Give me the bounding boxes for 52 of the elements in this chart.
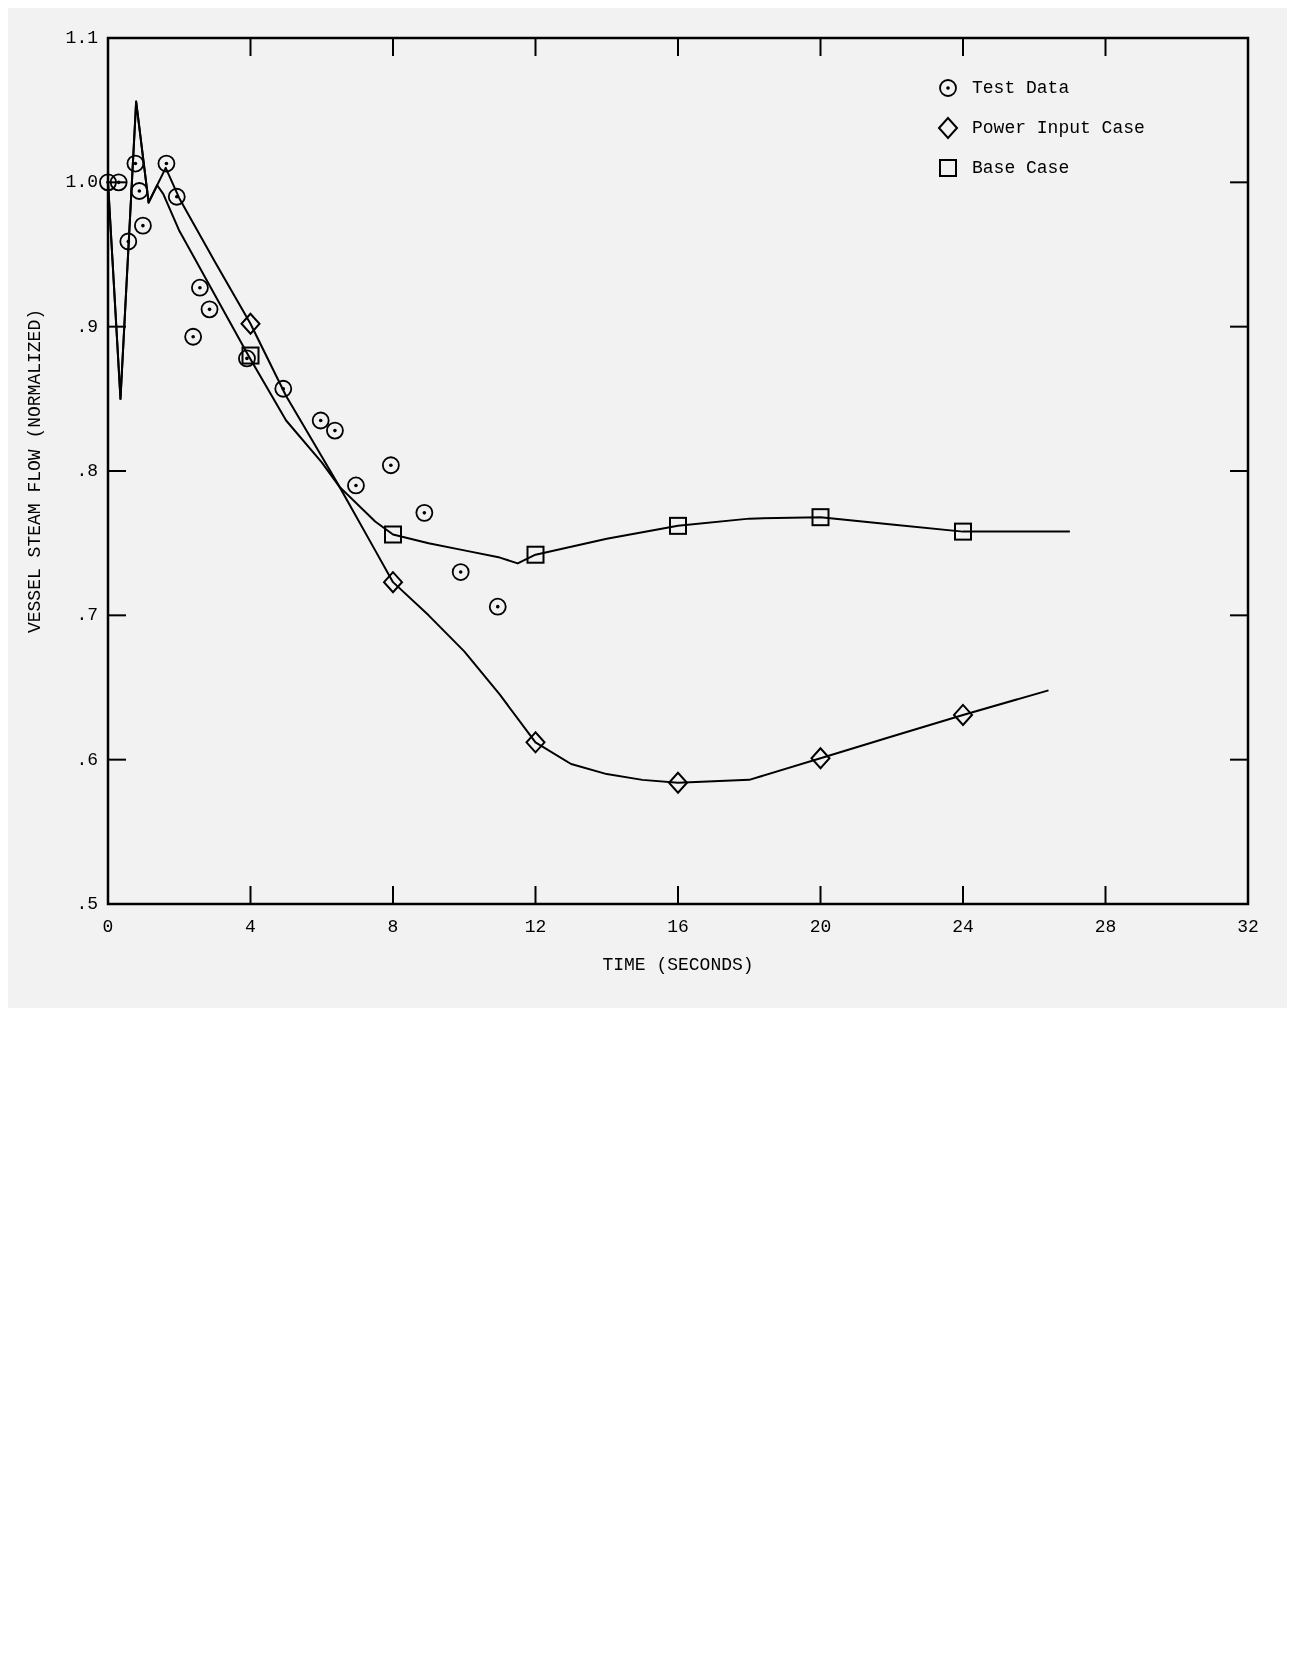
y-axis-title: VESSEL STEAM FLOW (NORMALIZED) [25,308,45,634]
point [200,300,219,319]
point [99,173,117,192]
point [811,508,830,527]
legend-label: Test Data [972,78,1070,98]
point [130,182,149,200]
point [669,516,687,535]
x-tick-label: 12 [524,917,547,937]
x-tick-label: 0 [102,917,114,937]
point [525,731,546,754]
x-tick-label: 8 [387,917,399,937]
point [241,346,260,365]
y-tick-label: .8 [76,461,98,481]
legend-label: Base Case [972,158,1070,178]
point [451,563,470,581]
y-tick-label: .5 [76,894,98,914]
x-axis-title: TIME (SECONDS) [602,955,754,975]
legend-label: Power Input Case [972,118,1145,138]
point [134,216,152,235]
x-tick-label: 24 [952,917,974,937]
x-tick-label: 32 [1237,917,1259,937]
point [526,545,545,564]
y-tick-label: .6 [76,749,98,770]
x-tick-label: 16 [667,917,689,937]
y-tick-label: 1.0 [65,172,98,193]
point [311,411,330,430]
point [191,278,209,297]
point [384,525,402,544]
point [954,522,972,541]
x-tick-label: 28 [1094,917,1117,937]
point [126,154,145,173]
point [415,503,434,522]
point [668,771,688,794]
point [326,421,344,440]
point [383,571,403,594]
point [953,703,973,726]
x-tick-label: 20 [809,917,832,937]
point [240,312,261,335]
point [167,187,186,206]
point [810,747,831,770]
point [488,597,507,616]
y-tick-label: .7 [76,605,98,626]
point [274,379,293,398]
point [184,327,203,346]
point [381,456,400,475]
point [157,154,176,173]
point [347,476,365,495]
y-tick-label: 1.1 [65,28,98,48]
x-tick-label: 4 [245,917,256,937]
point [238,349,256,368]
point [119,232,138,251]
y-tick-label: .9 [76,316,98,337]
